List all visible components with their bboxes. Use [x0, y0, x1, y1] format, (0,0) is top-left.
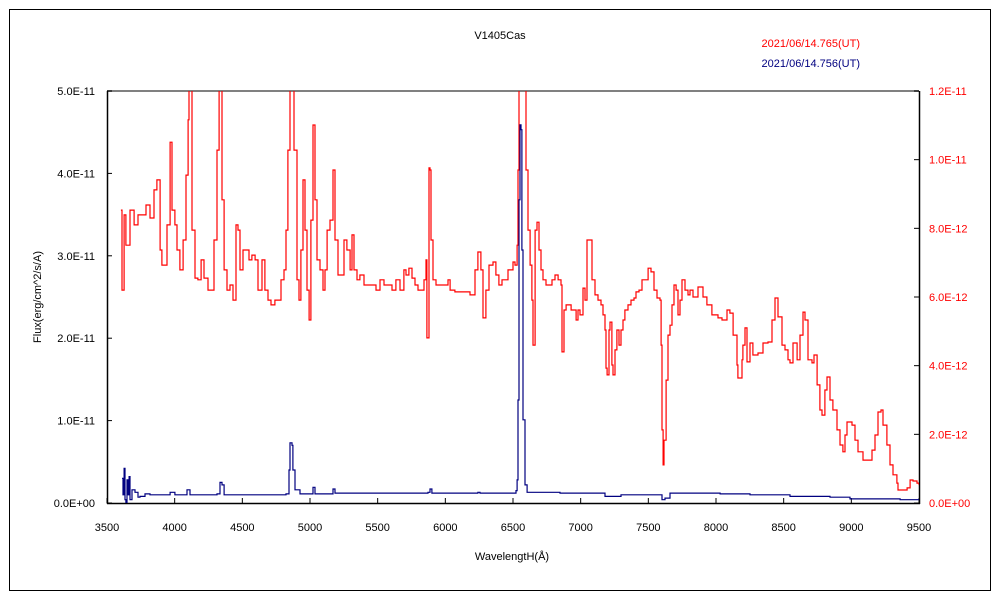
y-left-tick-label: 0.0E+00	[54, 498, 95, 510]
x-tick-label: 4500	[230, 522, 254, 534]
y-right-tick-label: 1.2E-11	[929, 86, 967, 98]
x-tick-label: 9000	[839, 522, 863, 534]
y-left-tick-label: 5.0E-11	[57, 86, 95, 98]
chart-title: V1405Cas	[474, 30, 526, 42]
x-tick-label: 5000	[298, 522, 322, 534]
series-line-blue	[122, 124, 919, 503]
y-left-tick-label: 3.0E-11	[57, 251, 95, 263]
x-tick-label: 9500	[907, 522, 931, 534]
y-right-tick-label: 6.0E-12	[929, 292, 968, 304]
y-right-tick-label: 0.0E+00	[929, 498, 970, 510]
y-left-tick-label: 4.0E-11	[57, 168, 95, 180]
legend-entry-red: 2021/06/14.765(UT)	[762, 38, 860, 50]
y-right-tick-label: 8.0E-12	[929, 223, 968, 235]
x-tick-label: 5500	[365, 522, 389, 534]
y-right-tick-label: 1.0E-11	[929, 155, 967, 167]
y-right-tick-label: 4.0E-12	[929, 361, 968, 373]
x-axis-label: WavelengtH(Å)	[475, 550, 549, 563]
y-right-tick-label: 2.0E-12	[929, 429, 968, 441]
series-line-red	[120, 91, 919, 491]
x-tick-label: 3500	[95, 522, 119, 534]
x-tick-label: 8000	[704, 522, 728, 534]
x-tick-label: 6000	[433, 522, 457, 534]
y-left-tick-label: 2.0E-11	[57, 333, 95, 345]
x-tick-label: 6500	[501, 522, 525, 534]
legend-entry-blue: 2021/06/14.756(UT)	[762, 58, 860, 70]
x-tick-label: 7500	[636, 522, 660, 534]
x-tick-label: 4000	[162, 522, 186, 534]
y-left-tick-label: 1.0E-11	[57, 416, 95, 428]
x-tick-label: 8500	[771, 522, 795, 534]
y-axis-label: Flux(erg/cm^2/s/A)	[32, 251, 44, 343]
x-tick-label: 7000	[568, 522, 592, 534]
